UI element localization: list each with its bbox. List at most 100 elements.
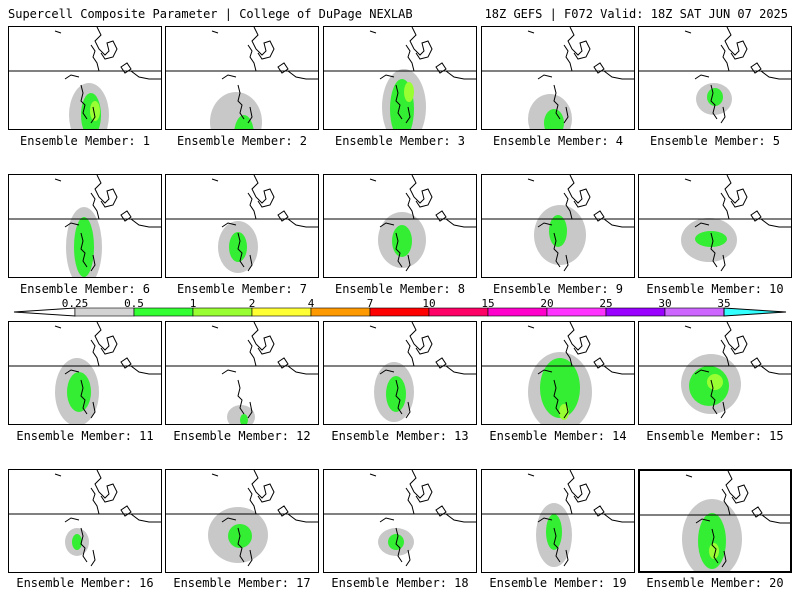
member-label: Ensemble Member: 14: [489, 429, 627, 443]
map-plot: [639, 27, 791, 124]
scp-contour: [240, 414, 248, 424]
colorbar-tick-label: 2: [248, 297, 256, 310]
member-label: Ensemble Member: 16: [16, 576, 154, 590]
map-plot: [639, 175, 791, 272]
colorbar-tick-label: 1: [189, 297, 197, 310]
colorbar-tick-label: 25: [599, 297, 613, 310]
scp-contour: [67, 372, 91, 412]
member-label: Ensemble Member: 4: [492, 134, 624, 148]
map-plot: [9, 322, 161, 424]
member-label: Ensemble Member: 3: [334, 134, 466, 148]
ensemble-panel: [8, 26, 162, 130]
scp-contour: [698, 513, 726, 569]
map-plot: [324, 470, 476, 567]
map-plot: [324, 322, 476, 422]
colorbar-tick-label: 0.25: [61, 297, 89, 310]
colorbar-tick-label: 10: [422, 297, 436, 310]
ensemble-panel: [638, 321, 792, 425]
colorbar-segment: [428, 307, 489, 317]
colorbar-segment: [664, 307, 725, 317]
ensemble-panel: [323, 174, 477, 278]
member-label: Ensemble Member: 12: [173, 429, 311, 443]
ensemble-panel: [165, 469, 319, 573]
map-plot: [640, 471, 790, 571]
colorbar-tick-label: 20: [540, 297, 554, 310]
ensemble-panel: [8, 469, 162, 573]
scp-contour: [559, 404, 569, 420]
scp-contour: [695, 231, 727, 247]
member-label: Ensemble Member: 6: [19, 282, 151, 296]
colorbar-segment: [310, 307, 371, 317]
scp-contour: [709, 543, 719, 559]
colorbar-tick-label: 7: [366, 297, 374, 310]
member-label: Ensemble Member: 15: [646, 429, 784, 443]
colorbar-segment: [546, 307, 607, 317]
member-label: Ensemble Member: 11: [16, 429, 154, 443]
map-plot: [482, 175, 634, 272]
ensemble-panel: [638, 26, 792, 130]
map-plot: [482, 322, 634, 424]
member-label: Ensemble Member: 2: [176, 134, 308, 148]
scp-contour: [707, 88, 723, 106]
colorbar-segment: [487, 307, 548, 317]
ensemble-panel: [8, 174, 162, 278]
ensemble-panel: [481, 321, 635, 425]
ensemble-panel: [323, 26, 477, 130]
ensemble-panel: [481, 26, 635, 130]
scp-contour: [546, 514, 562, 550]
colorbar-segment: [251, 307, 312, 317]
ensemble-panel: [165, 174, 319, 278]
colorbar-upper-arrow: [723, 307, 787, 317]
map-plot: [324, 175, 476, 272]
colorbar-segment: [605, 307, 666, 317]
ensemble-panel: [481, 469, 635, 573]
scp-contour: [707, 374, 723, 390]
map-plot: [166, 470, 318, 567]
ensemble-panel: [8, 321, 162, 425]
ensemble-panel: [165, 26, 319, 130]
colorbar-tick-label: 30: [658, 297, 672, 310]
scp-contour: [90, 101, 100, 121]
map-plot: [9, 27, 161, 129]
map-plot: [166, 27, 318, 129]
map-plot: [166, 175, 318, 273]
scp-contour: [74, 217, 94, 277]
scp-contour: [392, 225, 412, 257]
page-title: Supercell Composite Parameter | College …: [8, 7, 413, 21]
map-plot: [166, 322, 318, 424]
ensemble-panel: [165, 321, 319, 425]
member-label: Ensemble Member: 18: [331, 576, 469, 590]
map-plot: [482, 27, 634, 129]
scp-contour: [72, 534, 82, 550]
ensemble-panel: [323, 469, 477, 573]
ensemble-panel: [323, 321, 477, 425]
ensemble-panel: [481, 174, 635, 278]
scp-contour: [404, 82, 414, 102]
member-label: Ensemble Member: 19: [489, 576, 627, 590]
member-label: Ensemble Member: 10: [646, 282, 784, 296]
scp-contour: [234, 115, 254, 129]
member-label: Ensemble Member: 20: [646, 576, 784, 590]
colorbar-segment: [369, 307, 430, 317]
colorbar-tick-label: 0.5: [124, 297, 144, 310]
colorbar-tick-label: 4: [307, 297, 315, 310]
map-plot: [639, 322, 791, 419]
map-plot: [482, 470, 634, 567]
scp-contour: [540, 358, 580, 418]
member-label: Ensemble Member: 5: [649, 134, 781, 148]
ensemble-panel: [638, 174, 792, 278]
map-plot: [324, 27, 476, 129]
scp-contour: [227, 405, 255, 424]
colorbar-tick-label: 35: [717, 297, 731, 310]
map-plot: [9, 470, 161, 567]
scp-contour: [549, 215, 567, 247]
member-label: Ensemble Member: 1: [19, 134, 151, 148]
colorbar-segment: [192, 307, 253, 317]
member-label: Ensemble Member: 17: [173, 576, 311, 590]
member-label: Ensemble Member: 7: [176, 282, 308, 296]
model-run-info: 18Z GEFS | F072 Valid: 18Z SAT JUN 07 20…: [484, 7, 788, 21]
member-label: Ensemble Member: 9: [492, 282, 624, 296]
map-plot: [9, 175, 161, 277]
colorbar-tick-label: 15: [481, 297, 495, 310]
scp-contour: [544, 109, 564, 129]
